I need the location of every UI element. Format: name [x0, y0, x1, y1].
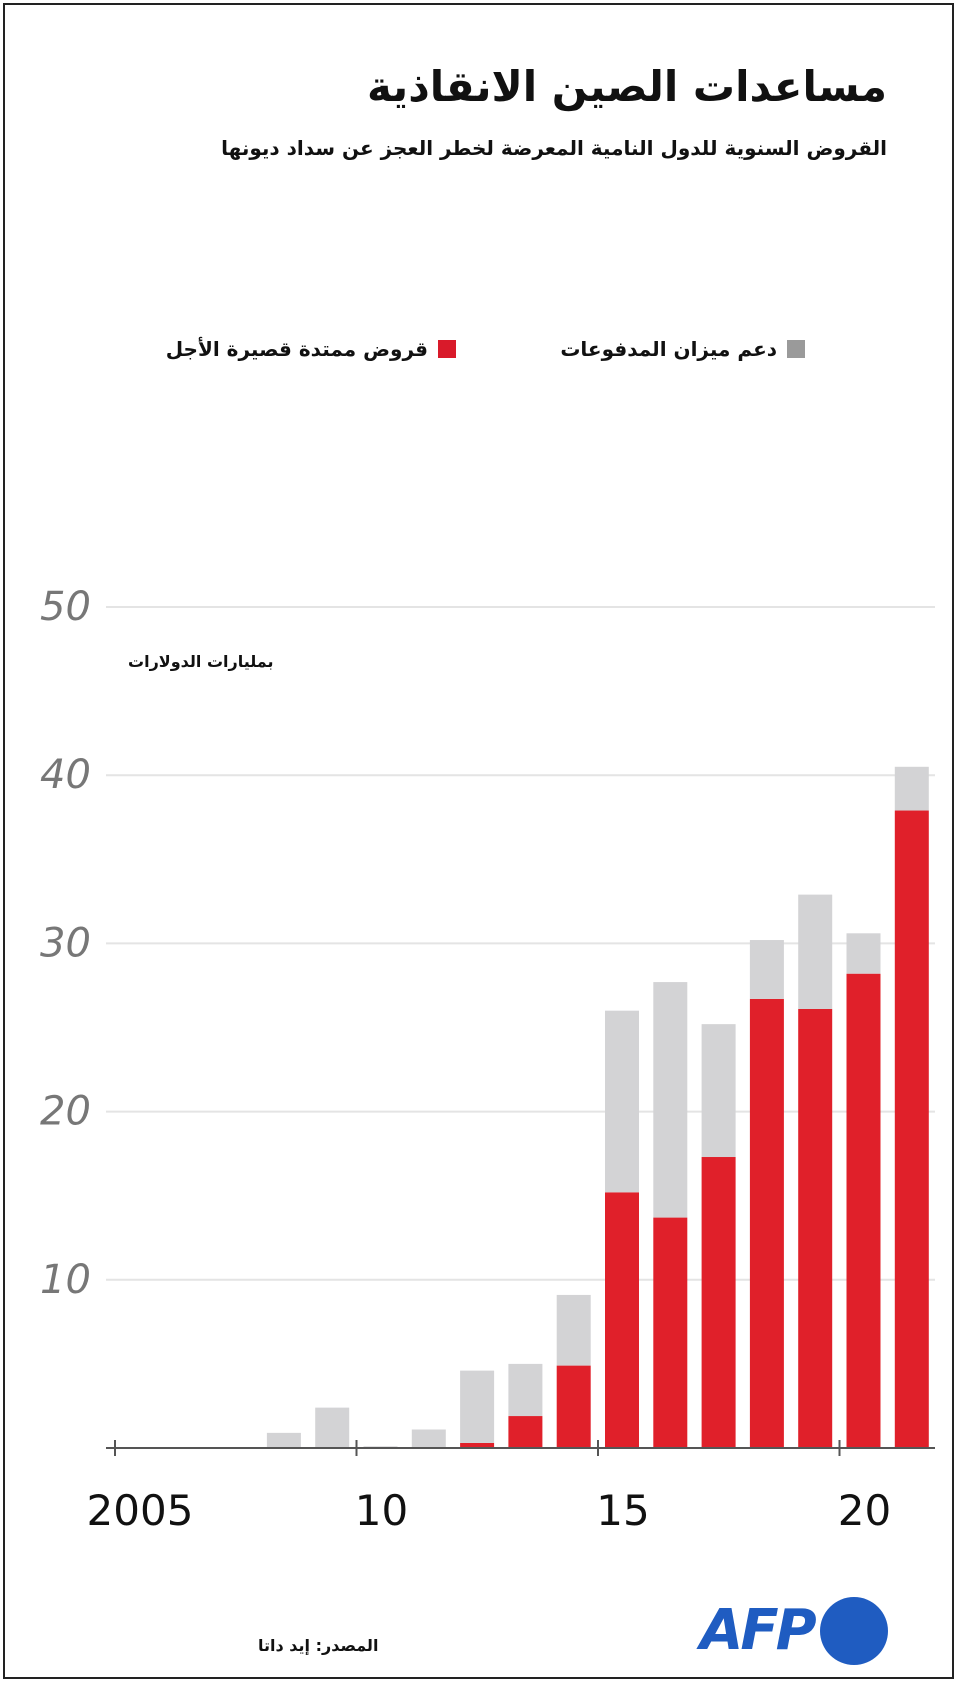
- y-tick-label-40: 40: [40, 752, 91, 798]
- bar-2012-balance-of-payments: [460, 1370, 495, 1443]
- bar-2013-balance-of-payments: [508, 1363, 543, 1417]
- bar-2021-balance-of-payments: [894, 766, 929, 811]
- chart-title: مساعدات الصين الانقاذية: [366, 62, 887, 111]
- afp-logo-text: AFP: [700, 1598, 817, 1663]
- bar-2019-balance-of-payments: [798, 894, 833, 1009]
- bar-2015-rollover-loans: [605, 1192, 639, 1448]
- y-tick-label-10: 10: [40, 1257, 91, 1303]
- bar-2018-balance-of-payments: [749, 940, 784, 999]
- bar-2015-balance-of-payments: [605, 1010, 639, 1193]
- legend-label-balance-of-payments: دعم ميزان المدفوعات: [560, 337, 777, 361]
- legend-item-rollover-loans: قروض ممتدة قصيرة الأجل: [166, 337, 456, 361]
- legend-swatch-gray: [787, 340, 805, 358]
- bar-2009-balance-of-payments: [315, 1407, 350, 1448]
- afp-logo-circle-icon: [819, 1597, 888, 1665]
- afp-logo: AFP: [700, 1597, 888, 1665]
- y-tick-label-30: 30: [40, 920, 91, 966]
- bar-2016-balance-of-payments: [653, 982, 688, 1218]
- bar-2021-rollover-loans: [894, 810, 929, 1448]
- chart-subtitle: القروض السنوية للدول النامية المعرضة لخط…: [221, 136, 887, 160]
- bar-2019-rollover-loans: [798, 1008, 833, 1448]
- unit-label: بمليارات الدولارات: [128, 652, 274, 671]
- x-tick-label-2015: 15: [596, 1486, 649, 1535]
- bar-2020-balance-of-payments: [846, 933, 881, 974]
- bar-2016-rollover-loans: [653, 1217, 688, 1448]
- bar-2011-balance-of-payments: [411, 1429, 446, 1448]
- legend-swatch-red: [438, 340, 456, 358]
- bar-2017-rollover-loans: [701, 1157, 736, 1448]
- legend-item-balance-of-payments: دعم ميزان المدفوعات: [560, 337, 805, 361]
- x-tick-label-2020: 20: [838, 1486, 891, 1535]
- x-tick-label-2010: 10: [355, 1486, 408, 1535]
- y-tick-label-50: 50: [40, 584, 91, 630]
- bar-2012-rollover-loans: [460, 1442, 495, 1448]
- bar-2014-balance-of-payments: [556, 1294, 591, 1366]
- bar-2014-rollover-loans: [556, 1365, 591, 1448]
- y-tick-label-20: 20: [40, 1089, 91, 1135]
- bar-2018-rollover-loans: [749, 998, 784, 1448]
- source-note: المصدر: إيد داتا: [258, 1636, 379, 1655]
- bar-2017-balance-of-payments: [701, 1024, 736, 1158]
- legend-label-rollover-loans: قروض ممتدة قصيرة الأجل: [165, 337, 428, 361]
- bar-2013-rollover-loans: [508, 1416, 543, 1448]
- bar-2008-balance-of-payments: [266, 1432, 301, 1448]
- bar-2020-rollover-loans: [846, 973, 881, 1448]
- x-tick-label-2005: 2005: [87, 1486, 194, 1535]
